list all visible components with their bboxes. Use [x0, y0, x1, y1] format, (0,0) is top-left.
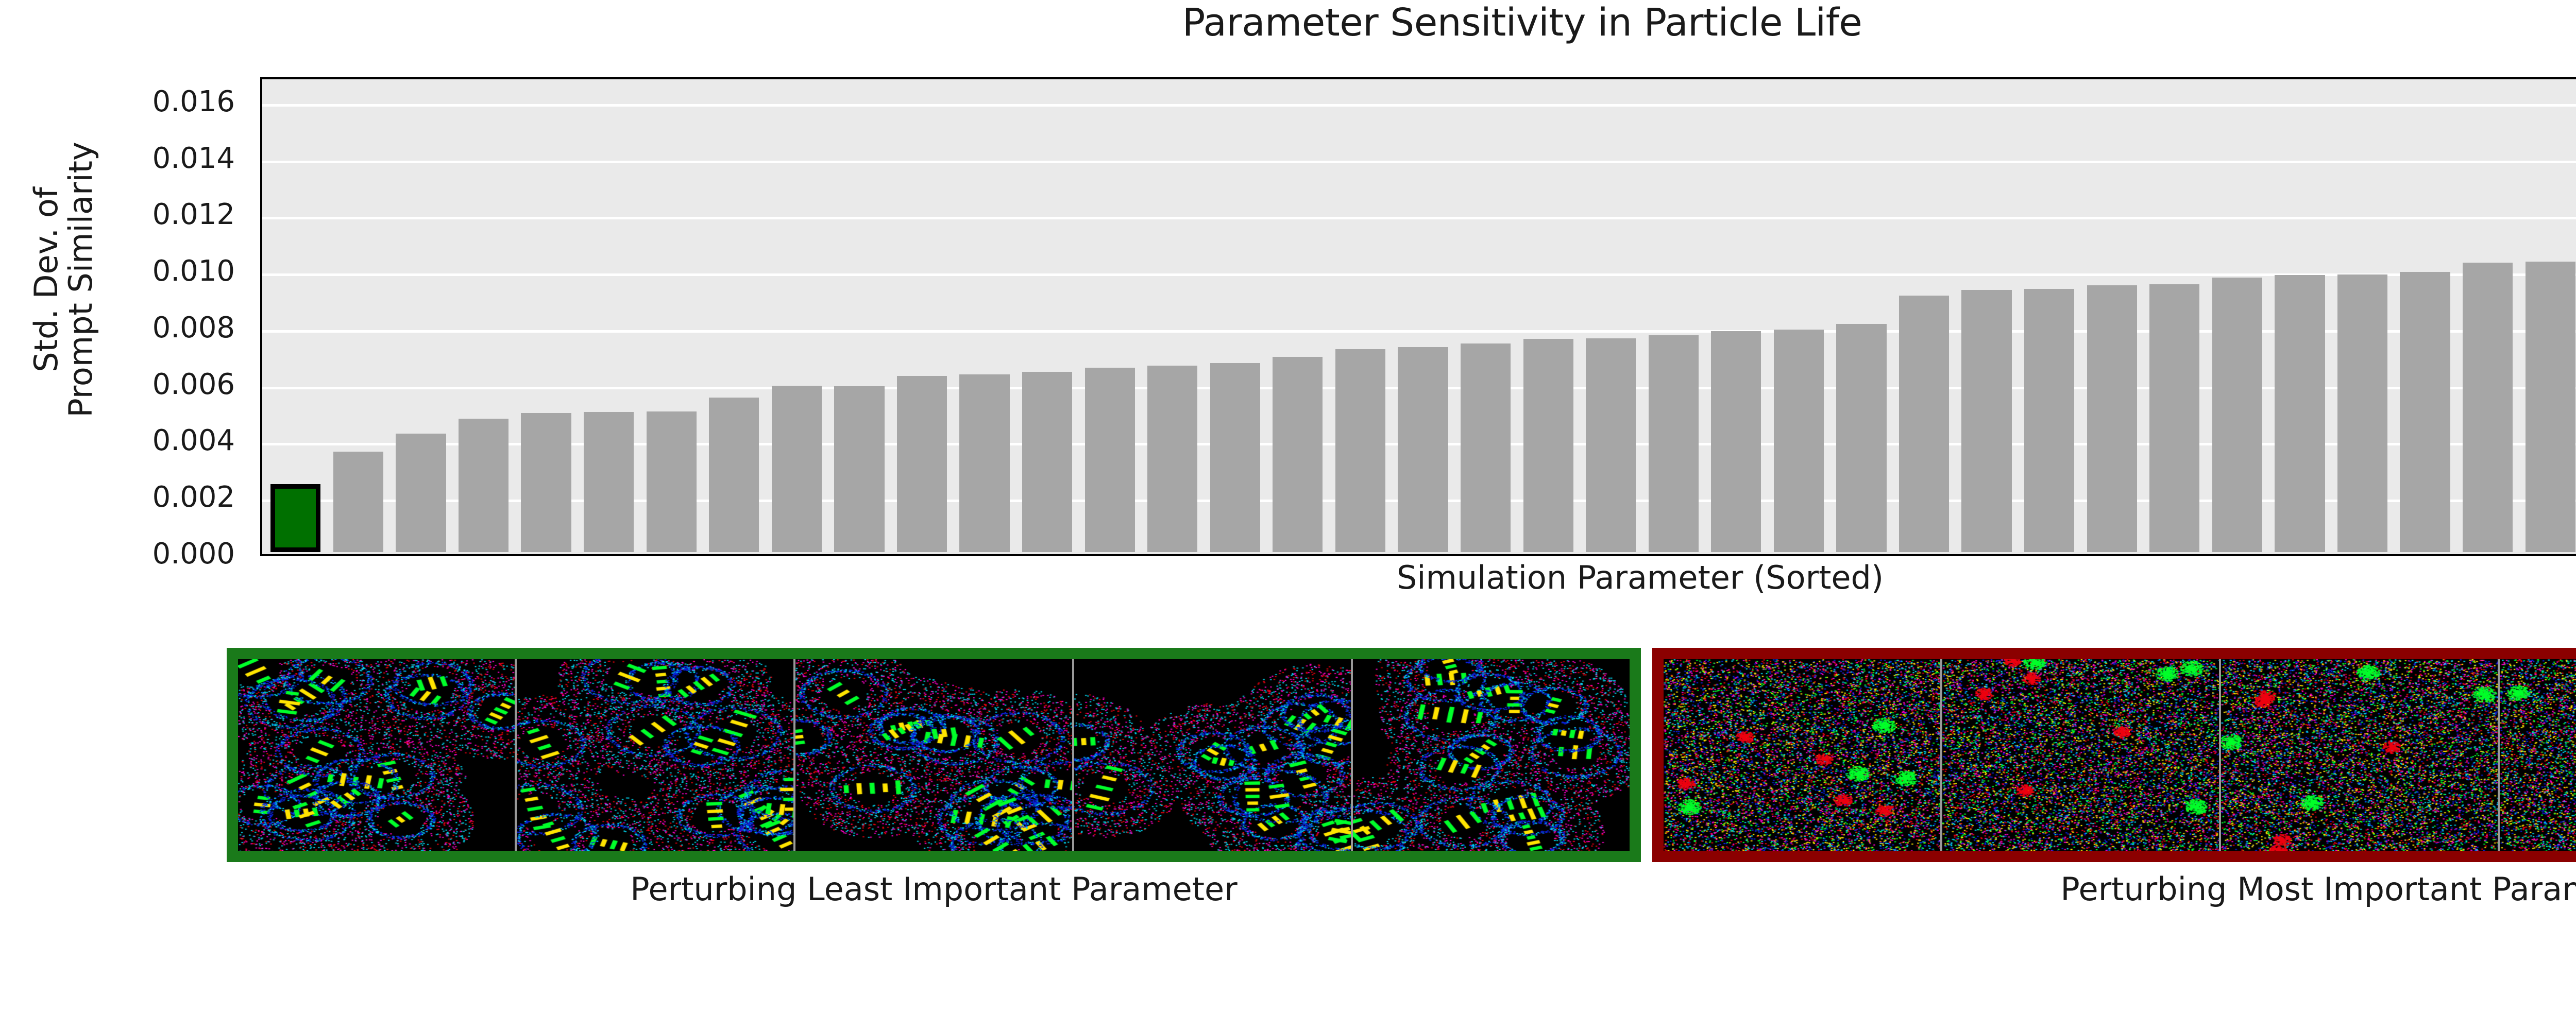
bar[interactable] — [959, 374, 1010, 552]
y-axis-tick-label: 0.002 — [152, 480, 235, 514]
bar[interactable] — [2463, 263, 2513, 552]
frame-strip-most — [1664, 659, 2576, 851]
particle-sim-least-canvas — [1074, 659, 1351, 851]
bar[interactable] — [2212, 277, 2263, 552]
page-title: Parameter Sensitivity in Particle Life — [1182, 1, 1862, 45]
y-axis-tick-label: 0.000 — [152, 537, 235, 571]
plot-wrapper — [260, 77, 2576, 556]
bar[interactable] — [2275, 275, 2325, 552]
bar[interactable] — [709, 397, 759, 552]
bar-least-important[interactable] — [270, 484, 321, 552]
particle-sim-least-frame — [1074, 659, 1353, 851]
bar[interactable] — [646, 411, 697, 552]
bar[interactable] — [1022, 371, 1073, 552]
particle-sim-least-canvas — [1353, 659, 1630, 851]
plot-area — [260, 77, 2576, 556]
particle-sim-least-canvas — [795, 659, 1072, 851]
caption-least-important: Perturbing Least Important Parameter — [630, 870, 1238, 908]
particle-sim-most-frame — [2500, 659, 2576, 851]
particle-sim-most-canvas — [2221, 659, 2498, 851]
bar[interactable] — [771, 386, 822, 552]
particle-sim-least-frame — [1353, 659, 1630, 851]
bar[interactable] — [1836, 323, 1887, 552]
particle-sim-most-canvas — [2500, 659, 2576, 851]
bar[interactable] — [458, 418, 509, 552]
bar[interactable] — [2149, 284, 2200, 552]
particle-sim-most-frame — [1942, 659, 2221, 851]
y-axis-tick-label: 0.004 — [152, 424, 235, 458]
bar[interactable] — [1899, 295, 1950, 552]
y-axis-tick-label: 0.014 — [152, 141, 235, 175]
particle-sim-most-canvas — [1664, 659, 1940, 851]
y-axis-tick-labels: 0.000 0.002 0.004 0.006 0.008 0.010 0.012 0.014… — [0, 77, 247, 568]
y-axis-tick-label: 0.010 — [152, 254, 235, 288]
particle-sim-most-canvas — [1942, 659, 2219, 851]
bar[interactable] — [1147, 365, 1198, 552]
simulation-panel-least-important — [227, 648, 1641, 862]
bar[interactable] — [2337, 274, 2388, 552]
bar[interactable] — [1586, 338, 1636, 552]
x-axis-label: Simulation Parameter (Sorted) — [1396, 559, 1884, 596]
y-axis-tick-label: 0.008 — [152, 311, 235, 345]
frame-strip-least — [238, 659, 1630, 851]
bar[interactable] — [583, 411, 634, 552]
bar[interactable] — [1273, 357, 1323, 552]
simulation-panel-most-important — [1652, 648, 2576, 862]
bar[interactable] — [1335, 349, 1386, 552]
bar[interactable] — [333, 452, 383, 552]
bar[interactable] — [1711, 331, 1761, 552]
particle-sim-least-frame — [795, 659, 1074, 851]
bar[interactable] — [1961, 289, 2012, 552]
bar[interactable] — [834, 386, 885, 552]
particle-sim-least-frame — [238, 659, 517, 851]
bar[interactable] — [2525, 261, 2575, 552]
y-axis-tick-label: 0.016 — [152, 84, 235, 118]
bar[interactable] — [1398, 347, 1448, 552]
bar-series — [264, 81, 2576, 552]
particle-sim-least-canvas — [517, 659, 793, 851]
caption-most-important: Perturbing Most Important Parameter — [2060, 870, 2576, 908]
bar[interactable] — [1460, 343, 1511, 552]
bar[interactable] — [1648, 335, 1699, 552]
bar[interactable] — [2024, 288, 2075, 552]
bar[interactable] — [1773, 329, 1824, 552]
particle-sim-most-frame — [1664, 659, 1942, 851]
y-axis-tick-label: 0.006 — [152, 367, 235, 401]
bar[interactable] — [396, 433, 446, 552]
bar[interactable] — [896, 375, 947, 552]
particle-sim-least-canvas — [238, 659, 515, 851]
bar[interactable] — [1523, 339, 1573, 552]
y-axis-tick-label: 0.012 — [152, 198, 235, 232]
bar[interactable] — [1084, 368, 1135, 552]
bar[interactable] — [2087, 285, 2137, 552]
bar[interactable] — [2400, 271, 2450, 552]
bar[interactable] — [1210, 363, 1260, 552]
particle-sim-least-frame — [517, 659, 795, 851]
particle-sim-most-frame — [2221, 659, 2500, 851]
bar[interactable] — [521, 413, 571, 552]
